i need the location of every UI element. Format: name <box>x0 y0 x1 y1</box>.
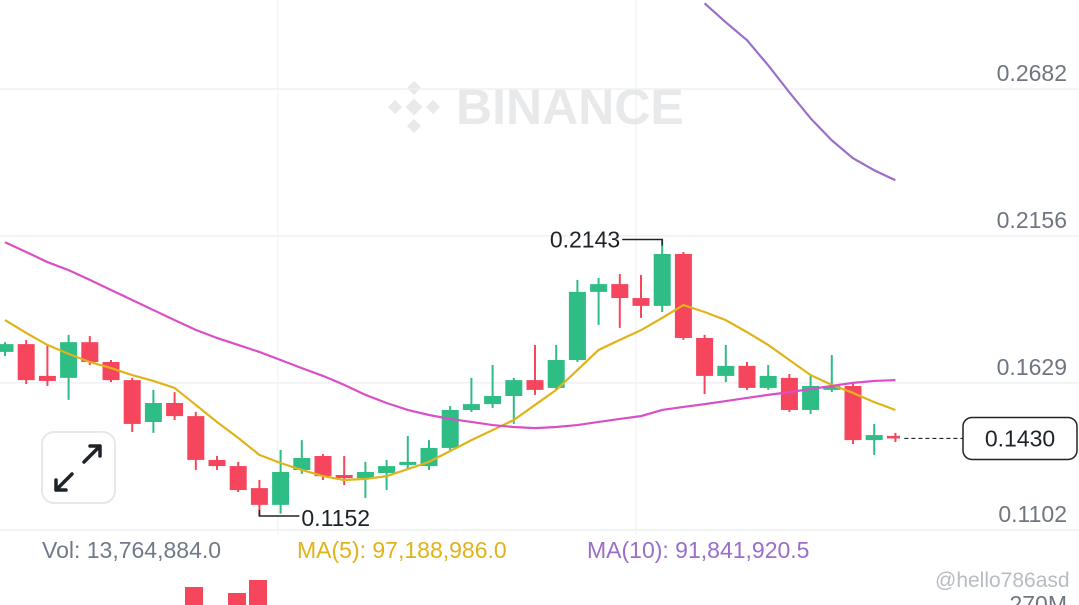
candle-body <box>250 488 268 505</box>
candle-body <box>547 360 565 388</box>
candle-body <box>81 342 99 362</box>
candle-body <box>590 284 608 292</box>
watermark: BINANCE <box>387 79 684 135</box>
candle-body <box>420 447 438 467</box>
user-tag: @hello786asd <box>935 569 1070 592</box>
candle-body <box>632 298 650 306</box>
candle-body <box>717 365 735 376</box>
candle-body <box>441 409 459 448</box>
candle-body <box>844 385 862 441</box>
candle-body <box>38 375 56 381</box>
candle-body <box>780 377 798 410</box>
volume-bar-fragment <box>249 580 267 605</box>
candle-body <box>759 375 777 388</box>
candle-body <box>187 416 205 460</box>
candle-body <box>293 457 311 470</box>
candle-body <box>526 380 544 390</box>
candle-body <box>696 337 714 376</box>
high-annotation: 0.2143 <box>550 226 620 252</box>
ma-line <box>4 303 896 482</box>
low-annotation: 0.1152 <box>301 505 370 531</box>
candle-body <box>823 385 841 390</box>
ma-line <box>703 2 896 182</box>
watermark-text: BINANCE <box>456 79 684 135</box>
y-tick-label: 0.1629 <box>997 354 1067 380</box>
y-tick-label: 0.2682 <box>997 60 1067 86</box>
volume-axis-label: 270M <box>1009 591 1067 605</box>
candle-body <box>314 456 332 477</box>
y-tick-label: 0.1102 <box>998 501 1067 527</box>
candle-body <box>484 396 502 405</box>
candle-body <box>802 385 820 410</box>
candle-body <box>738 365 756 388</box>
last-price-box <box>962 416 1078 461</box>
candle-body <box>144 402 162 422</box>
vol-legend: Vol: 13,764,884.0 <box>42 537 221 563</box>
candle-body <box>166 402 184 417</box>
vol-ma5-legend: MA(5): 97,188,986.0 <box>297 537 507 563</box>
high-leader <box>622 238 663 246</box>
volume-bar-fragment <box>185 587 203 605</box>
candle-body <box>378 466 396 474</box>
candle-body <box>568 291 586 361</box>
candle-body <box>886 435 900 439</box>
candle-body <box>611 284 629 299</box>
candle-body <box>865 435 883 441</box>
low-leader <box>258 510 300 517</box>
candle-body <box>272 471 290 505</box>
candle-body <box>653 253 671 306</box>
expand-button[interactable] <box>41 431 116 504</box>
candle-body <box>335 474 353 479</box>
candle-body <box>0 344 14 352</box>
candle-body <box>208 459 226 467</box>
last-price-label: 0.1430 <box>985 425 1055 451</box>
candle-body <box>356 471 374 479</box>
candle-body <box>462 404 480 410</box>
candle-body <box>399 461 417 465</box>
volume-bar-fragment <box>228 593 246 605</box>
candle-body <box>674 253 692 338</box>
vol-ma10-legend: MA(10): 91,841,920.5 <box>587 537 809 563</box>
ma-line <box>4 241 896 430</box>
candle-body <box>123 380 141 424</box>
candle-body <box>17 344 35 381</box>
candle-body <box>505 380 523 397</box>
y-tick-label: 0.2156 <box>997 207 1067 233</box>
candle-body <box>60 342 78 378</box>
candle-body <box>229 466 247 491</box>
